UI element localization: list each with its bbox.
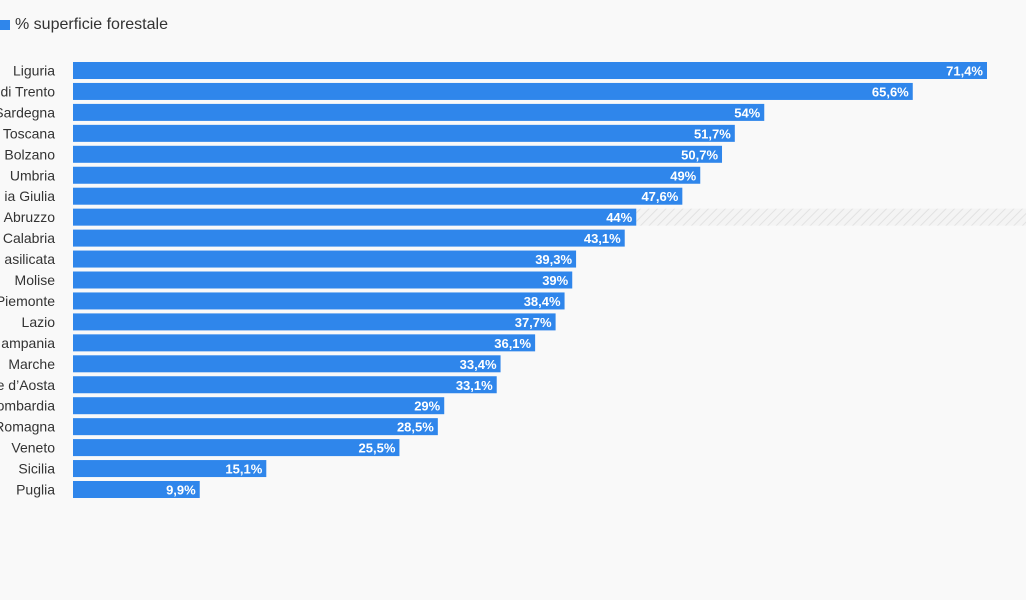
- bar[interactable]: [73, 208, 637, 226]
- bar[interactable]: [73, 250, 577, 268]
- bar[interactable]: [73, 124, 735, 142]
- category-label: ampania: [1, 335, 55, 351]
- value-label: 28,5%: [397, 420, 434, 435]
- category-label: Sardegna: [0, 104, 55, 120]
- category-label: ombardia: [0, 398, 55, 414]
- bar[interactable]: [73, 82, 913, 100]
- bar[interactable]: [73, 376, 497, 394]
- bar[interactable]: [73, 355, 501, 373]
- value-label: 47,6%: [641, 189, 678, 204]
- bar[interactable]: [73, 271, 573, 289]
- category-label: ia Giulia: [4, 188, 55, 204]
- category-label: Romagna: [0, 419, 55, 435]
- category-label: di Trento: [1, 83, 56, 99]
- value-label: 49%: [670, 168, 696, 183]
- value-label: 36,1%: [494, 336, 531, 351]
- value-label: 39%: [542, 273, 568, 288]
- bar[interactable]: [73, 62, 987, 79]
- category-label: Sicilia: [18, 461, 55, 477]
- bar[interactable]: [73, 397, 445, 415]
- bar[interactable]: [73, 187, 683, 205]
- value-label: 71,4%: [946, 64, 983, 79]
- bar[interactable]: [73, 166, 701, 184]
- category-label: Puglia: [16, 482, 55, 498]
- bar[interactable]: [73, 481, 200, 498]
- category-label: Toscana: [3, 125, 55, 141]
- legend: % superficie forestale: [0, 14, 168, 36]
- value-label: 44%: [606, 210, 632, 225]
- category-label: Molise: [15, 272, 56, 288]
- category-label: Piemonte: [0, 293, 55, 309]
- category-label: Marche: [8, 356, 55, 372]
- legend-label: % superficie forestale: [15, 16, 168, 33]
- value-label: 33,4%: [460, 357, 497, 372]
- category-label: Liguria: [13, 63, 55, 79]
- value-label: 15,1%: [225, 462, 262, 477]
- category-label: Umbria: [10, 167, 55, 183]
- bar[interactable]: [73, 229, 625, 247]
- value-label: 38,4%: [524, 294, 561, 309]
- category-label: Abruzzo: [4, 209, 56, 225]
- value-label: 51,7%: [694, 126, 731, 141]
- value-label: 33,1%: [456, 378, 493, 393]
- value-label: 39,3%: [535, 252, 572, 267]
- bar[interactable]: [73, 313, 556, 331]
- category-label: Veneto: [11, 440, 55, 456]
- value-label: 65,6%: [872, 84, 909, 99]
- bar[interactable]: [73, 439, 400, 457]
- value-label: 9,9%: [166, 483, 196, 498]
- bar[interactable]: [73, 292, 565, 310]
- category-label: Lazio: [22, 314, 56, 330]
- bar[interactable]: [73, 145, 723, 163]
- bar[interactable]: [73, 103, 765, 121]
- category-label: e d’Aosta: [0, 377, 55, 393]
- highlight-band: [636, 208, 1026, 226]
- bar[interactable]: [73, 418, 438, 436]
- category-label: Calabria: [3, 230, 55, 246]
- value-label: 43,1%: [584, 231, 621, 246]
- bar[interactable]: [73, 334, 536, 352]
- bar[interactable]: [73, 460, 267, 478]
- legend-swatch: [0, 20, 10, 30]
- category-label: Bolzano: [4, 146, 55, 162]
- value-label: 25,5%: [359, 441, 396, 456]
- value-label: 54%: [734, 105, 760, 120]
- value-label: 50,7%: [681, 147, 718, 162]
- value-label: 37,7%: [515, 315, 552, 330]
- value-label: 29%: [414, 399, 440, 414]
- category-label: asilicata: [4, 251, 55, 267]
